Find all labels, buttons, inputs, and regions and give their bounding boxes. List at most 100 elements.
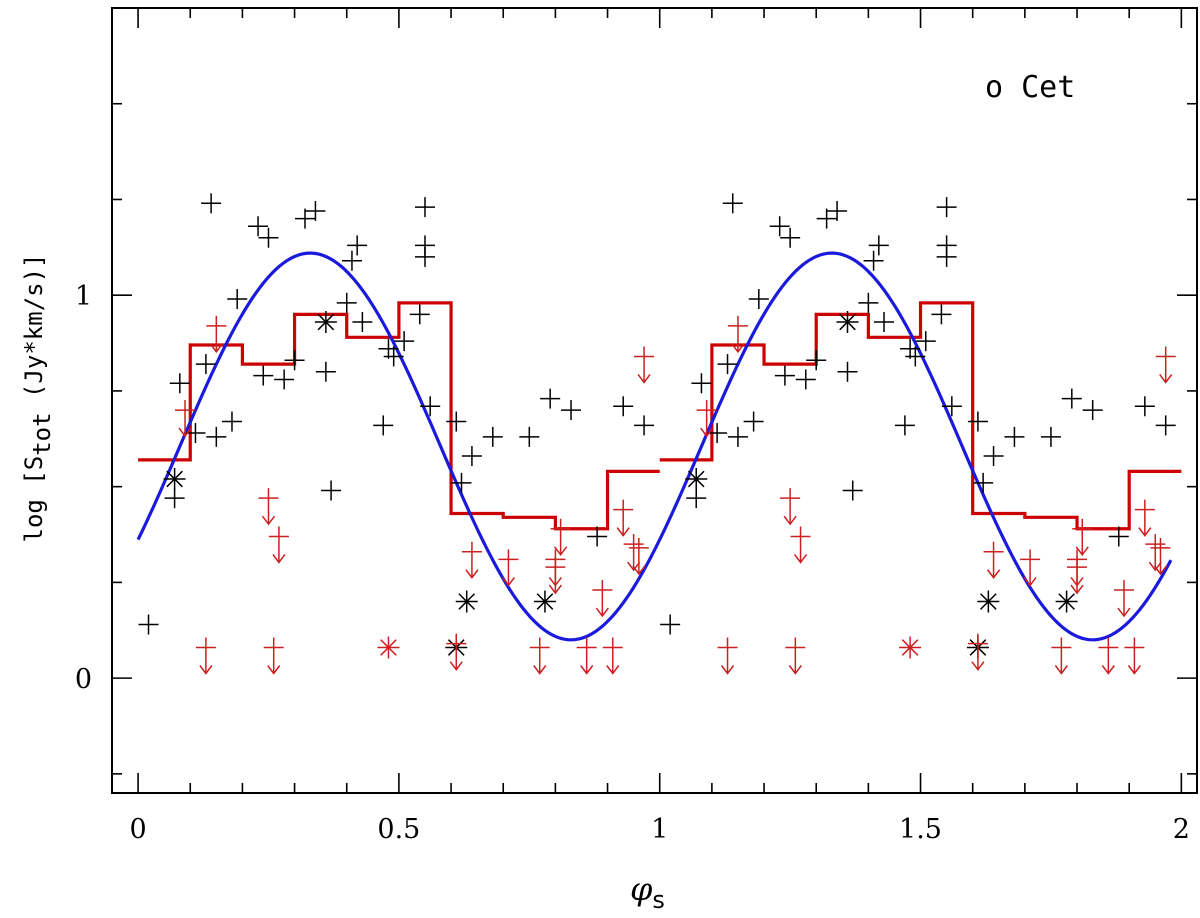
detection-point xyxy=(587,526,608,547)
detection-point xyxy=(414,197,435,218)
detection-point xyxy=(540,388,561,409)
upper-limit-point xyxy=(790,526,811,564)
marker-stroke xyxy=(1148,561,1162,572)
upper-limit-point xyxy=(634,346,655,384)
detection-point xyxy=(253,365,274,386)
detection-point xyxy=(774,365,795,386)
x-axis-label-subscript: s xyxy=(652,886,665,914)
binned-step-line xyxy=(138,301,660,531)
detection-asterisk-point xyxy=(533,590,556,613)
marker-stroke xyxy=(1101,665,1115,675)
detection-point xyxy=(195,354,216,375)
plot-frame xyxy=(111,7,1198,794)
x-axis-label-symbol: φ xyxy=(630,870,653,908)
detection-point xyxy=(519,426,540,447)
sinusoid-fit-series xyxy=(136,251,1173,642)
marker-stroke xyxy=(627,561,641,572)
x-tick-label: 0.5 xyxy=(377,814,420,845)
marker-stroke xyxy=(317,313,335,331)
upper-limit-point xyxy=(602,637,623,675)
detection-point xyxy=(1108,526,1129,547)
marker-stroke xyxy=(1075,546,1089,557)
upper-limit-point xyxy=(1098,637,1119,675)
detection-point xyxy=(874,312,895,332)
x-tick-label: 2 xyxy=(1173,814,1190,845)
upper-limit-point xyxy=(717,637,738,675)
marker-stroke xyxy=(1117,607,1131,618)
detection-asterisk-point xyxy=(836,311,859,333)
marker-stroke xyxy=(632,565,646,576)
detection-point xyxy=(138,614,159,635)
detection-point xyxy=(451,472,472,493)
detection-point xyxy=(717,354,738,375)
detection-point xyxy=(769,216,790,237)
detection-point xyxy=(691,373,712,394)
detection-point xyxy=(258,227,279,248)
upper-limit-point xyxy=(696,400,717,438)
detection-point xyxy=(373,415,394,436)
marker-stroke xyxy=(166,470,183,488)
marker-stroke xyxy=(465,569,479,580)
marker-stroke xyxy=(380,639,397,656)
upper-limit-point xyxy=(529,637,550,675)
marker-stroke xyxy=(580,665,594,675)
marker-stroke xyxy=(793,553,808,564)
marker-stroke xyxy=(209,343,223,354)
detection-point xyxy=(660,614,681,635)
marker-stroke xyxy=(1023,576,1037,587)
upper-limit-point xyxy=(263,637,284,675)
detection-point xyxy=(414,246,435,267)
detection-point xyxy=(341,250,362,271)
detection-point xyxy=(795,369,816,390)
detection-point xyxy=(409,304,430,325)
detection-point xyxy=(905,346,926,367)
upper-limit-point xyxy=(1124,637,1145,675)
upper-limit-point xyxy=(727,315,748,354)
detection-point xyxy=(1061,388,1082,409)
detection-point xyxy=(936,246,957,267)
detection-point xyxy=(274,369,295,390)
detection-point xyxy=(201,193,222,214)
detection-point xyxy=(347,235,368,256)
detection-point xyxy=(842,480,863,501)
axis-ticks xyxy=(112,8,1197,793)
upper-limit-point xyxy=(195,637,216,675)
upper-limit-point xyxy=(780,488,801,526)
upper-limit-point xyxy=(550,518,571,557)
detection-point xyxy=(858,292,879,313)
upper-limit-point xyxy=(576,637,597,675)
binned-step-series xyxy=(138,301,1182,531)
marker-stroke xyxy=(1153,565,1168,576)
detection-point xyxy=(727,426,748,447)
marker-stroke xyxy=(533,665,547,675)
detection-point xyxy=(305,200,326,221)
marker-stroke xyxy=(1159,374,1173,384)
upper-limit-point xyxy=(1113,580,1134,618)
marker-stroke xyxy=(980,593,997,610)
upper-limit-point xyxy=(461,541,482,580)
upper-limit-point xyxy=(1150,537,1171,576)
detection-point xyxy=(613,396,634,417)
marker-stroke xyxy=(839,313,856,331)
detection-point xyxy=(1004,426,1025,447)
upper-limit-point xyxy=(498,549,519,587)
marker-stroke xyxy=(595,607,609,618)
marker-stroke xyxy=(548,584,562,595)
marker-stroke xyxy=(261,515,276,526)
detection-point xyxy=(315,361,336,382)
detection-point xyxy=(420,396,441,417)
upper-limit-point xyxy=(545,557,566,595)
y-tick-label: 1 xyxy=(75,281,92,312)
upper-limit-point xyxy=(623,534,644,572)
detection-point xyxy=(221,411,242,432)
marker-stroke xyxy=(637,374,651,384)
detection-point xyxy=(837,361,858,382)
detection-point xyxy=(1155,415,1176,436)
detection-point xyxy=(321,480,342,501)
axis-tick-labels: 0 0.5 1 1.5 2 0 1 xyxy=(75,281,1190,845)
detection-point xyxy=(1040,426,1061,447)
sinusoid-fit-line xyxy=(136,251,1173,642)
y-tick-label: 0 xyxy=(75,664,92,695)
detection-point xyxy=(743,411,764,432)
